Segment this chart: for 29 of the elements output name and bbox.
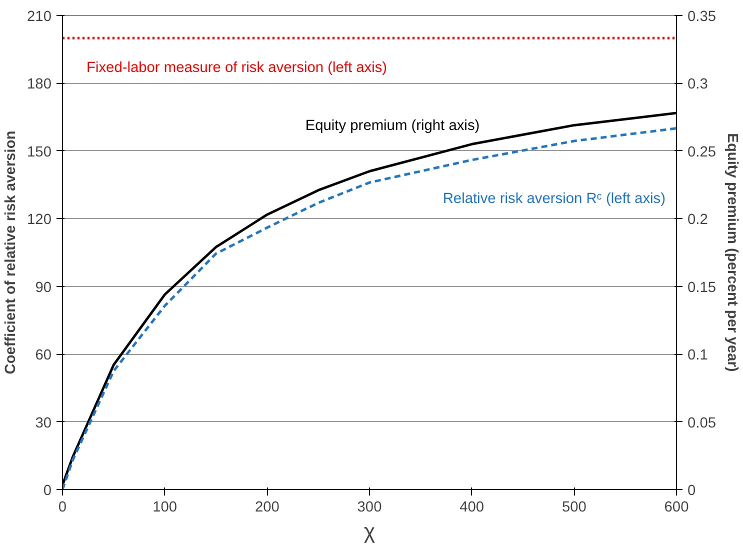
y2-tick-label: 0.05 bbox=[688, 415, 716, 432]
y2-tick-label: 0.2 bbox=[688, 212, 708, 228]
series-label: Relative risk aversion Rᶜ (left axis) bbox=[442, 190, 666, 207]
x-tick-label: 600 bbox=[664, 500, 689, 516]
y-tick-label: 30 bbox=[35, 415, 52, 432]
y2-axis-title: Equity premium (percent per year) bbox=[724, 133, 740, 372]
y2-tick-label: 0.35 bbox=[688, 9, 716, 25]
y-tick-label: 120 bbox=[27, 212, 52, 228]
y-tick-label: 90 bbox=[35, 280, 52, 296]
x-tick-label: 500 bbox=[562, 500, 586, 516]
x-tick-label: 400 bbox=[460, 500, 484, 516]
y-tick-label: 180 bbox=[27, 76, 52, 93]
y2-tick-label: 0.15 bbox=[688, 280, 716, 296]
y2-tick-label: 0 bbox=[688, 483, 696, 499]
x-axis-title: χ bbox=[364, 520, 376, 544]
x-tick-label: 100 bbox=[152, 500, 178, 516]
y-tick-label: 210 bbox=[27, 9, 52, 25]
y-tick-label: 60 bbox=[35, 348, 52, 364]
y-axis-title: Coefficient of relative risk aversion bbox=[3, 130, 20, 374]
x-tick-label: 0 bbox=[58, 500, 67, 516]
y2-tick-label: 0.25 bbox=[688, 144, 716, 160]
y-tick-label: 0 bbox=[43, 483, 52, 499]
x-tick-label: 200 bbox=[254, 500, 280, 516]
y2-tick-label: 0.1 bbox=[688, 348, 708, 364]
series-label: Equity premium (right axis) bbox=[305, 118, 480, 134]
y2-tick-label: 0.3 bbox=[688, 76, 708, 93]
x-tick-label: 300 bbox=[357, 500, 382, 516]
y-tick-label: 150 bbox=[27, 144, 52, 160]
series-label: Fixed-labor measure of risk aversion (left axis) bbox=[86, 60, 388, 76]
